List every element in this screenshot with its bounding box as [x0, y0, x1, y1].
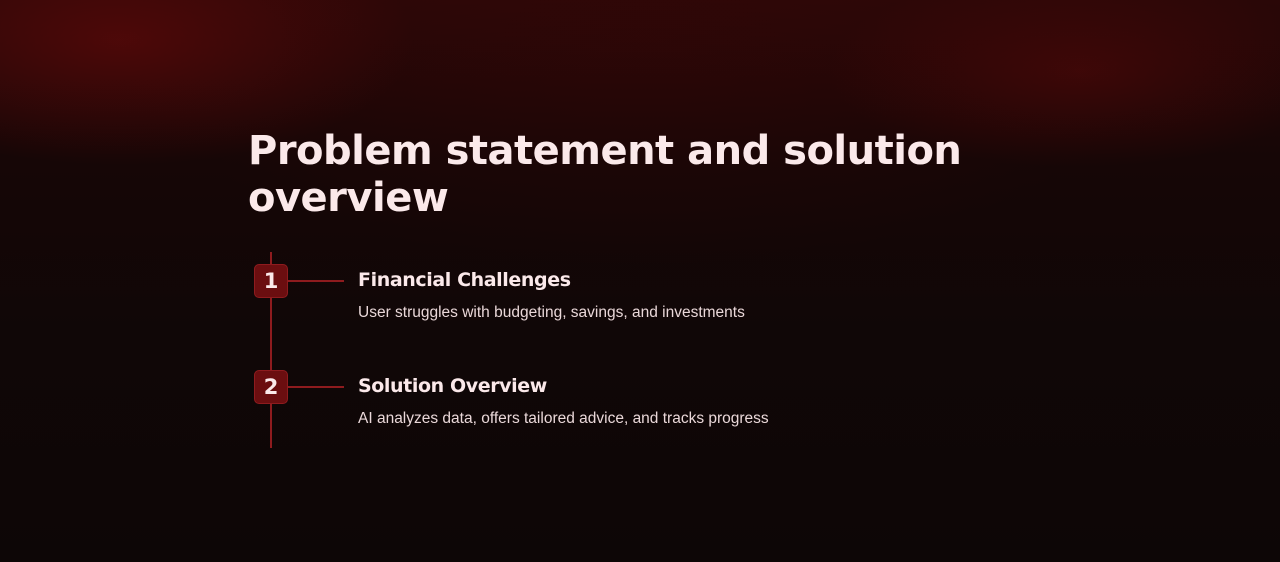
- timeline: 1 Financial Challenges User struggles wi…: [248, 252, 1048, 452]
- step-description: User struggles with budgeting, savings, …: [358, 304, 745, 321]
- timeline-connector-line: [270, 252, 272, 448]
- slide-title: Problem statement and solution overview: [248, 128, 962, 221]
- step-description: AI analyzes data, offers tailored advice…: [358, 410, 769, 427]
- step-title: Solution Overview: [358, 375, 547, 397]
- step-connector-line: [288, 386, 344, 388]
- step-number-badge: 2: [254, 370, 288, 404]
- slide-content: Problem statement and solution overview …: [248, 128, 1048, 448]
- step-title: Financial Challenges: [358, 269, 571, 291]
- timeline-step: 1 Financial Challenges User struggles wi…: [248, 264, 1048, 344]
- step-connector-line: [288, 280, 344, 282]
- timeline-step: 2 Solution Overview AI analyzes data, of…: [248, 370, 1048, 450]
- step-number-badge: 1: [254, 264, 288, 298]
